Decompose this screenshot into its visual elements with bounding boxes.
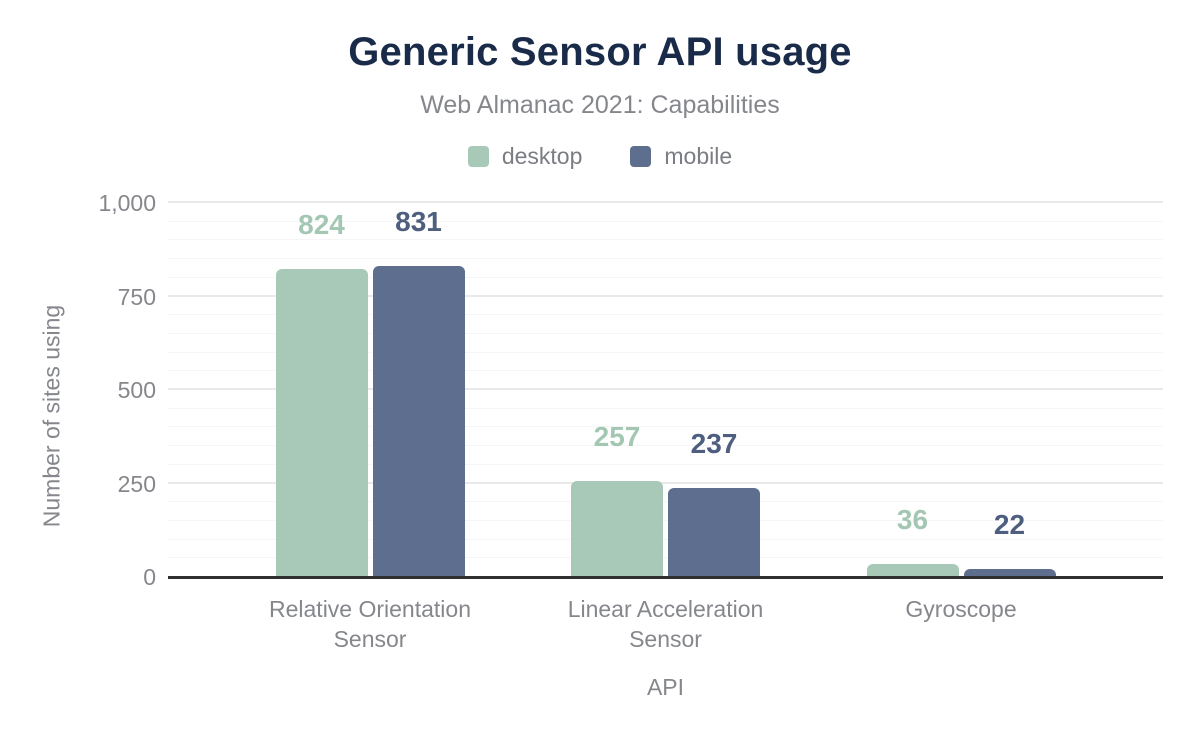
x-axis-title: API <box>646 674 685 700</box>
x-category-label-1: Linear Acceleration Sensor <box>567 596 764 652</box>
gridline-minor <box>168 501 1163 503</box>
gridline-minor <box>168 258 1163 260</box>
bar-desktop-0[interactable] <box>275 268 368 577</box>
y-tick-label: 750 <box>117 283 156 310</box>
gridline-minor <box>168 314 1163 316</box>
gridline-major <box>168 294 1163 297</box>
y-tick-label: 500 <box>117 377 156 403</box>
gridline-major <box>168 388 1163 390</box>
gridline-minor <box>168 220 1163 222</box>
gridline-major <box>168 201 1163 203</box>
y-tick-label: 1,000 <box>98 190 156 216</box>
bar-value-label-desktop-0: 824 <box>298 208 345 240</box>
bar-value-label-desktop-1: 257 <box>593 420 641 452</box>
x-axis-labels: Relative Orientation Sensor Linear Accele… <box>168 594 1163 658</box>
gridline-minor <box>168 426 1163 428</box>
legend-label-desktop: desktop <box>501 143 583 169</box>
legend-label-mobile: mobile <box>664 143 733 169</box>
gridline-minor <box>168 463 1163 465</box>
bar-mobile-2[interactable] <box>963 568 1056 577</box>
y-tick-label: 0 <box>143 564 156 590</box>
gridline-minor <box>168 538 1163 540</box>
bar-mobile-1[interactable] <box>668 488 760 577</box>
gridline-minor <box>168 557 1163 559</box>
legend-item-mobile[interactable]: mobile <box>630 143 732 170</box>
bar-value-label-desktop-2: 36 <box>896 503 929 535</box>
gridline-minor <box>168 332 1163 334</box>
legend-swatch-mobile-icon <box>630 146 652 167</box>
legend-swatch-desktop-icon <box>467 146 489 167</box>
gridline-minor <box>168 370 1163 372</box>
gridline-major <box>168 481 1163 484</box>
bar-value-label-mobile-2: 22 <box>993 508 1026 540</box>
bar-value-label-mobile-1: 237 <box>690 428 738 460</box>
x-category-label-2: Gyroscope <box>905 596 1017 622</box>
x-axis-line <box>168 576 1163 579</box>
chart-subtitle: Web Almanac 2021: Capabilities <box>420 91 780 119</box>
bar-value-label-mobile-0: 831 <box>395 206 442 238</box>
y-axis-ticks: 0 250 500 750 1,000 <box>0 191 156 589</box>
bar-mobile-0[interactable] <box>372 266 465 577</box>
gridline-minor <box>168 351 1163 353</box>
gridline-minor <box>168 445 1163 447</box>
chart-title: Generic Sensor API usage <box>348 30 852 74</box>
plot-area: 824 831 257 237 36 22 <box>168 201 1163 577</box>
x-category-label-0: Relative Orientation Sensor <box>269 596 471 652</box>
gridline-minor <box>168 407 1163 409</box>
gridline-minor <box>168 239 1163 241</box>
bar-desktop-1[interactable] <box>571 480 663 577</box>
legend: desktop mobile <box>0 143 1200 170</box>
bar-desktop-2[interactable] <box>866 563 959 577</box>
legend-item-desktop[interactable]: desktop <box>467 143 583 170</box>
gridline-minor <box>168 519 1163 521</box>
gridline-minor <box>168 276 1163 278</box>
y-tick-label: 250 <box>117 470 156 497</box>
